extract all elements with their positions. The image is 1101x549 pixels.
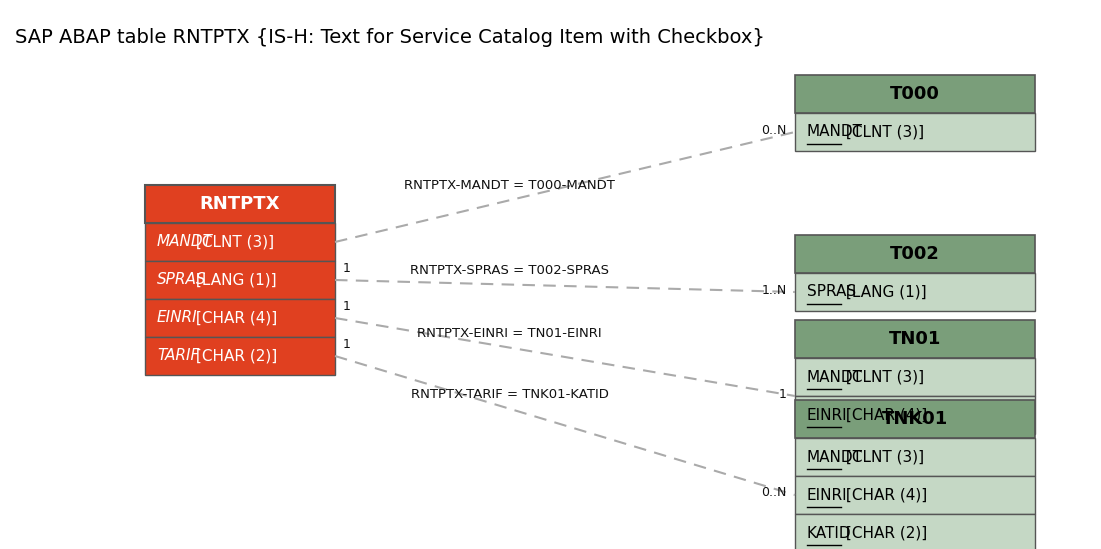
Text: TNK01: TNK01 [882, 410, 948, 428]
Text: [CHAR (2)]: [CHAR (2)] [841, 525, 927, 541]
Text: MANDT: MANDT [157, 234, 212, 249]
Text: 0..N: 0..N [762, 124, 787, 137]
FancyBboxPatch shape [795, 438, 1035, 476]
Text: [LANG (1)]: [LANG (1)] [192, 272, 276, 288]
Text: 1: 1 [344, 338, 351, 351]
Text: EINRI: EINRI [157, 311, 197, 326]
Text: MANDT: MANDT [807, 125, 863, 139]
FancyBboxPatch shape [795, 75, 1035, 113]
FancyBboxPatch shape [795, 396, 1035, 434]
Text: T002: T002 [890, 245, 940, 263]
Text: RNTPTX: RNTPTX [199, 195, 281, 213]
Text: SAP ABAP table RNTPTX {IS-H: Text for Service Catalog Item with Checkbox}: SAP ABAP table RNTPTX {IS-H: Text for Se… [15, 28, 765, 47]
Text: TARIF: TARIF [157, 349, 199, 363]
FancyBboxPatch shape [795, 358, 1035, 396]
FancyBboxPatch shape [795, 320, 1035, 358]
FancyBboxPatch shape [145, 299, 335, 337]
FancyBboxPatch shape [795, 476, 1035, 514]
Text: EINRI: EINRI [807, 407, 848, 423]
FancyBboxPatch shape [145, 337, 335, 375]
Text: MANDT: MANDT [807, 369, 863, 384]
Text: [CLNT (3)]: [CLNT (3)] [841, 450, 924, 464]
Text: RNTPTX-MANDT = T000-MANDT: RNTPTX-MANDT = T000-MANDT [404, 179, 615, 192]
Text: SPRAS: SPRAS [157, 272, 207, 288]
Text: [CHAR (4)]: [CHAR (4)] [192, 311, 277, 326]
Text: EINRI: EINRI [807, 488, 848, 502]
Text: [CHAR (4)]: [CHAR (4)] [841, 488, 927, 502]
FancyBboxPatch shape [795, 273, 1035, 311]
Text: 1..N: 1..N [762, 283, 787, 296]
Text: [CHAR (4)]: [CHAR (4)] [841, 407, 927, 423]
Text: RNTPTX-SPRAS = T002-SPRAS: RNTPTX-SPRAS = T002-SPRAS [411, 264, 609, 277]
Text: TN01: TN01 [889, 330, 941, 348]
FancyBboxPatch shape [795, 113, 1035, 151]
Text: MANDT: MANDT [807, 450, 863, 464]
Text: KATID: KATID [807, 525, 852, 541]
Text: 1: 1 [780, 388, 787, 401]
FancyBboxPatch shape [145, 261, 335, 299]
Text: [CLNT (3)]: [CLNT (3)] [841, 125, 924, 139]
Text: 1: 1 [344, 300, 351, 313]
Text: [CLNT (3)]: [CLNT (3)] [841, 369, 924, 384]
FancyBboxPatch shape [145, 223, 335, 261]
Text: 0..N: 0..N [762, 486, 787, 500]
FancyBboxPatch shape [795, 400, 1035, 438]
Text: [LANG (1)]: [LANG (1)] [841, 284, 927, 300]
Text: T000: T000 [890, 85, 940, 103]
Text: RNTPTX-EINRI = TN01-EINRI: RNTPTX-EINRI = TN01-EINRI [417, 327, 602, 340]
Text: 1: 1 [344, 262, 351, 275]
Text: [CLNT (3)]: [CLNT (3)] [192, 234, 274, 249]
FancyBboxPatch shape [795, 514, 1035, 549]
FancyBboxPatch shape [795, 235, 1035, 273]
Text: [CHAR (2)]: [CHAR (2)] [192, 349, 277, 363]
FancyBboxPatch shape [145, 185, 335, 223]
Text: SPRAS: SPRAS [807, 284, 857, 300]
Text: RNTPTX-TARIF = TNK01-KATID: RNTPTX-TARIF = TNK01-KATID [411, 388, 609, 401]
